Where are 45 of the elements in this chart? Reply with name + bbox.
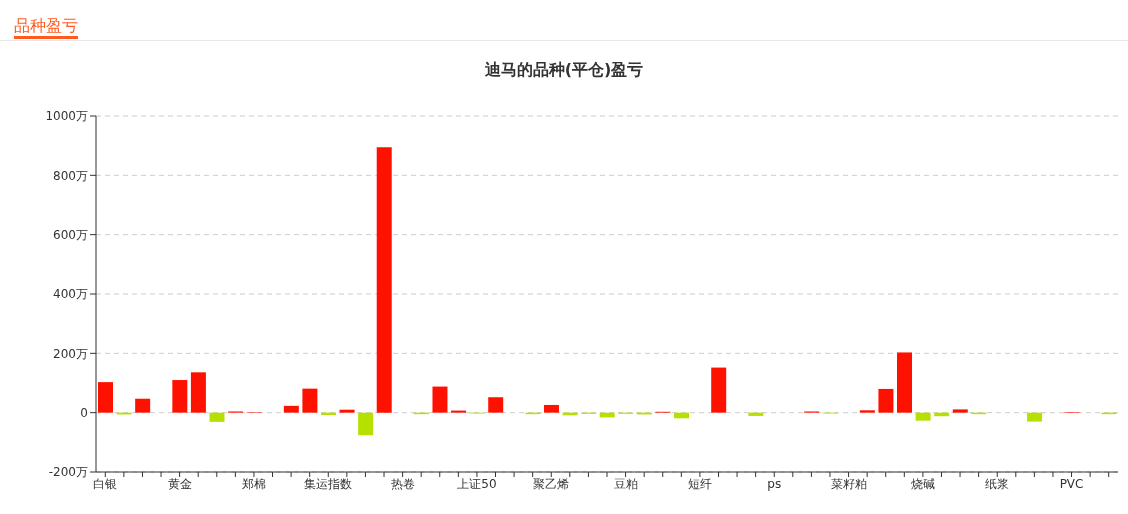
bar bbox=[209, 412, 225, 422]
x-tick-label: 短纤 bbox=[687, 476, 712, 491]
x-tick-label: 白银 bbox=[93, 476, 118, 491]
x-tick-label: 豆粕 bbox=[613, 476, 638, 491]
bar bbox=[339, 409, 355, 413]
bar bbox=[358, 412, 374, 436]
x-tick-label: 纸浆 bbox=[985, 476, 1010, 491]
bar bbox=[952, 409, 968, 413]
bar bbox=[98, 382, 113, 413]
bar bbox=[488, 397, 504, 413]
x-tick-label: 郑棉 bbox=[241, 476, 266, 491]
bar bbox=[543, 404, 559, 413]
bar bbox=[172, 380, 188, 413]
bar bbox=[915, 412, 931, 421]
x-tick-label: 上证50 bbox=[457, 476, 497, 491]
bar bbox=[897, 352, 913, 413]
bar bbox=[748, 412, 764, 416]
bar bbox=[711, 367, 727, 413]
x-tick-label: 菜籽粕 bbox=[830, 476, 867, 491]
x-tick-label: ps bbox=[767, 476, 782, 491]
y-tick-label: 1000万 bbox=[45, 109, 88, 124]
y-tick-label: 0 bbox=[80, 405, 88, 420]
y-tick-label: 800万 bbox=[53, 168, 88, 183]
bar bbox=[302, 388, 318, 413]
bar bbox=[451, 410, 467, 413]
x-tick-label: 聚乙烯 bbox=[533, 476, 570, 491]
y-tick-label: -200万 bbox=[48, 465, 88, 480]
x-tick-label: 集运指数 bbox=[304, 476, 353, 491]
bar bbox=[190, 372, 206, 413]
bar bbox=[859, 410, 875, 413]
x-tick-label: 热卷 bbox=[390, 476, 415, 491]
bar bbox=[135, 398, 151, 413]
x-tick-label: 烧碱 bbox=[910, 476, 935, 491]
bar bbox=[432, 386, 448, 413]
x-tick-label: PVC bbox=[1059, 476, 1084, 491]
y-tick-label: 400万 bbox=[53, 287, 88, 302]
y-tick-label: 600万 bbox=[53, 227, 88, 242]
bar bbox=[1027, 412, 1043, 422]
bar bbox=[376, 147, 392, 413]
y-tick-label: 200万 bbox=[53, 346, 88, 361]
x-tick-label: 黄金 bbox=[167, 476, 192, 491]
bar bbox=[878, 388, 894, 413]
text: 品种盈亏 bbox=[14, 16, 78, 39]
chart-title: 迪马的品种(平仓)盈亏 bbox=[483, 60, 645, 81]
bar bbox=[283, 405, 299, 413]
